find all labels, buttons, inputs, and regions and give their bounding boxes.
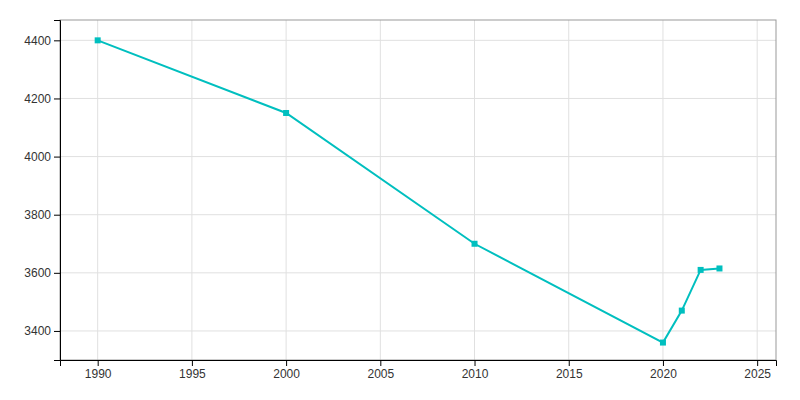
y-tick: 4000 xyxy=(24,150,60,164)
y-tick-label: 3800 xyxy=(24,208,51,222)
y-tick: 4200 xyxy=(24,92,60,106)
x-tick: 2010 xyxy=(462,360,489,381)
marker xyxy=(283,110,289,116)
grid-line-x xyxy=(662,20,663,360)
marks xyxy=(95,37,723,345)
grid-line-x xyxy=(380,20,381,360)
x-tick-label: 2000 xyxy=(273,367,300,381)
x-tick-label: 2015 xyxy=(556,367,583,381)
grid-line-y xyxy=(60,272,776,273)
grid-line-y xyxy=(60,156,776,157)
x-tick-label: 2010 xyxy=(462,367,489,381)
grid-line-x xyxy=(191,20,192,360)
y-tick-mark xyxy=(54,331,60,332)
grid-line-y xyxy=(60,40,776,41)
marker xyxy=(716,265,722,271)
y-tick-mark xyxy=(54,98,60,99)
y-axis: 3400 3600 3800 4000 4200 4400 xyxy=(24,21,60,361)
x-tick-label: 2020 xyxy=(650,367,677,381)
grid-line-y xyxy=(60,214,776,215)
y-tick-label: 3400 xyxy=(24,324,51,338)
plot-frame xyxy=(60,20,776,360)
x-tick-mark xyxy=(569,360,570,366)
line xyxy=(98,40,720,342)
x-tick: 2000 xyxy=(273,360,300,381)
x-tick-mark xyxy=(192,360,193,366)
y-tick-mark xyxy=(54,215,60,216)
y-tick-mark xyxy=(54,273,60,274)
grid-line-x xyxy=(286,20,287,360)
y-tick-mark xyxy=(54,157,60,158)
x-tick-label: 2005 xyxy=(367,367,394,381)
y-tick-mark xyxy=(54,40,60,41)
x-tick-label: 1995 xyxy=(179,367,206,381)
x-tick-mark xyxy=(475,360,476,366)
marker xyxy=(679,308,685,314)
x-tick-mark xyxy=(757,360,758,366)
x-tick: 2020 xyxy=(650,360,677,381)
x-tick: 1995 xyxy=(179,360,206,381)
y-tick: 3400 xyxy=(24,324,60,338)
y-tick: 3600 xyxy=(24,266,60,280)
x-tick-mark xyxy=(380,360,381,366)
grid-line-x xyxy=(97,20,98,360)
y-tick: 4400 xyxy=(24,34,60,48)
marker xyxy=(472,241,478,247)
grid-line-x xyxy=(474,20,475,360)
y-tick-label: 4000 xyxy=(24,150,51,164)
x-tick: 2025 xyxy=(744,360,771,381)
x-axis-line xyxy=(61,361,777,367)
x-axis: 1990 1995 2000 2005 2010 2015 2020 2025 xyxy=(61,360,777,381)
x-tick-mark xyxy=(286,360,287,366)
x-tick-mark xyxy=(663,360,664,366)
grid-line-y xyxy=(60,98,776,99)
grid-line-x xyxy=(568,20,569,360)
y-tick-label: 4200 xyxy=(24,92,51,106)
x-tick-label: 1990 xyxy=(85,367,112,381)
plot-area xyxy=(60,20,776,360)
y-tick: 3800 xyxy=(24,208,60,222)
x-tick: 2015 xyxy=(556,360,583,381)
marker xyxy=(660,340,666,346)
x-tick: 2005 xyxy=(367,360,394,381)
grid xyxy=(60,20,776,360)
marker xyxy=(95,37,101,43)
x-tick: 1990 xyxy=(85,360,112,381)
y-tick-label: 3600 xyxy=(24,266,51,280)
y-axis-line xyxy=(54,21,61,361)
grid-line-x xyxy=(757,20,758,360)
chart-svg: 1990 1995 2000 2005 2010 2015 2020 2025 3400 3600… xyxy=(0,0,800,400)
x-tick-mark xyxy=(98,360,99,366)
x-tick-label: 2025 xyxy=(744,367,771,381)
marker xyxy=(698,267,704,273)
y-tick-label: 4400 xyxy=(24,34,51,48)
chart-container: 1990 1995 2000 2005 2010 2015 2020 2025 3400 3600… xyxy=(0,0,800,400)
